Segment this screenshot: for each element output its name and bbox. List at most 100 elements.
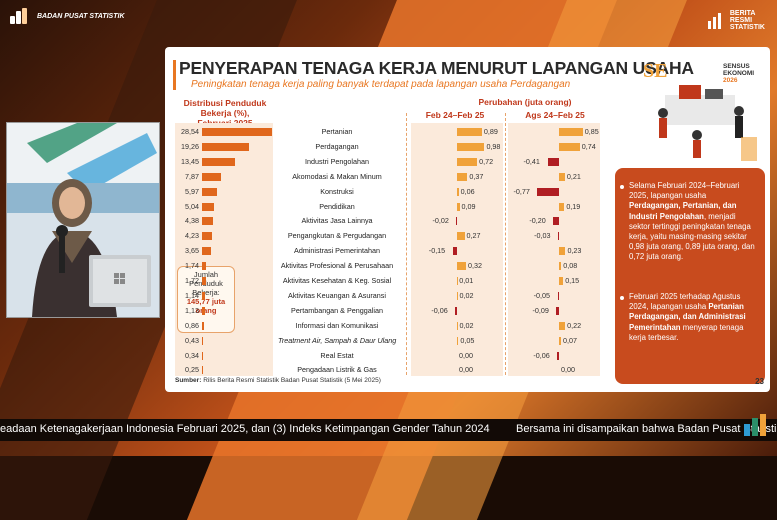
distribution-value: 1,13	[173, 306, 199, 315]
ticker-right: Bersama ini disampaikan bahwa Badan Pusa…	[516, 423, 777, 435]
ags-change-value: 0,00	[561, 365, 575, 374]
category-label: Pendidikan	[278, 202, 396, 211]
ags-change-bar	[559, 247, 565, 255]
feb-change-value: 0,02	[460, 291, 474, 300]
divider	[406, 113, 407, 375]
change-header: Perubahan (juta orang)	[455, 97, 595, 107]
distribution-value: 1,74	[173, 261, 199, 270]
feb-change-bar	[457, 143, 484, 151]
brs-logo-icon	[707, 12, 725, 30]
distribution-bar	[202, 352, 203, 360]
ags-change-bar	[558, 232, 559, 240]
ags-change-bar	[559, 143, 580, 151]
ags-change-value: -0,77	[513, 187, 529, 196]
brs-line-1: BERITA	[730, 10, 765, 17]
bps-logo-icon	[10, 8, 32, 24]
distribution-bar	[202, 337, 203, 345]
ags-change-bar	[553, 217, 559, 225]
feb-change-value: 0,05	[460, 336, 474, 345]
ags-change-value: 0,08	[563, 261, 577, 270]
distribution-value: 5,04	[173, 202, 199, 211]
feb-change-bar	[457, 173, 467, 181]
org-name: BADAN PUSAT STATISTIK	[37, 13, 125, 20]
source-label: Sumber:	[175, 377, 201, 384]
feb-change-value: 0,32	[468, 261, 482, 270]
distribution-value: 0,43	[173, 336, 199, 345]
distribution-bar	[202, 292, 205, 300]
sensus-line-3: 2026	[723, 77, 754, 84]
ags-change-bar	[537, 188, 559, 196]
ags-change-value: 0,19	[566, 202, 580, 211]
distribution-value: 3,65	[173, 246, 199, 255]
distribution-value: 4,23	[173, 231, 199, 240]
distribution-value: 19,26	[173, 142, 199, 151]
distribution-value: 13,45	[173, 157, 199, 166]
category-label: Real Estat	[278, 351, 396, 360]
distribution-value: 0,86	[173, 321, 199, 330]
ags-change-value: -0,41	[524, 157, 540, 166]
feb-change-bar	[457, 158, 477, 166]
bps-corner-logo-icon	[742, 412, 768, 438]
presenter-image	[7, 123, 159, 317]
distribution-value: 0,25	[173, 365, 199, 374]
category-label: Pertambangan & Penggalian	[278, 306, 396, 315]
feb-change-value: 0,09	[462, 202, 476, 211]
distribution-bar	[202, 217, 213, 225]
ags-change-bar	[559, 277, 563, 285]
top-bar: BADAN PUSAT STATISTIK BERITA RESMI STATI…	[0, 0, 777, 40]
ags-change-bar	[558, 292, 559, 300]
feb-change-value: 0,02	[460, 321, 474, 330]
distribution-bar	[202, 322, 204, 330]
ags-change-bar	[559, 128, 583, 136]
distribution-value: 28,54	[173, 127, 199, 136]
distribution-bar	[202, 247, 211, 255]
ags-change-bar	[557, 352, 559, 360]
category-label: Pengadaan Listrik & Gas	[278, 365, 396, 374]
feb-change-value: 0,89	[484, 127, 498, 136]
ags-change-value: 0,21	[567, 172, 581, 181]
category-label: Treatment Air, Sampah & Daur Ulang	[278, 336, 396, 345]
category-label: Pertanian	[278, 127, 396, 136]
slide-subtitle: Peningkatan tenaga kerja paling banyak t…	[191, 79, 570, 90]
info-1-text-a: Selama Februari 2024–Februari 2025, lapa…	[629, 181, 740, 200]
distribution-value: 4,38	[173, 216, 199, 225]
category-label: Administrasi Pemerintahan	[278, 246, 396, 255]
feb-change-bar	[456, 217, 457, 225]
category-label: Pengangkutan & Pergudangan	[278, 231, 396, 240]
source-text: Rilis Berita Resmi Statistik Badan Pusat…	[203, 377, 381, 384]
distribution-value: 5,97	[173, 187, 199, 196]
feb-change-value: -0,06	[431, 306, 447, 315]
distribution-bar	[202, 232, 212, 240]
category-label: Aktivitas Profesional & Perusahaan	[278, 261, 396, 270]
ags-change-value: -0,20	[529, 216, 545, 225]
ags-change-value: -0,09	[532, 306, 548, 315]
feb-change-bar	[457, 203, 460, 211]
feb-change-value: 0,00	[459, 351, 473, 360]
feb-change-bar	[457, 292, 458, 300]
info-box: Selama Februari 2024–Februari 2025, lapa…	[615, 168, 765, 384]
category-label: Aktivitas Keuangan & Asuransi	[278, 291, 396, 300]
distribution-bar	[202, 143, 249, 151]
ags-change-bar	[559, 203, 564, 211]
feb-change-bar	[457, 322, 458, 330]
distribution-bar	[202, 366, 203, 374]
feb-change-bar	[455, 307, 457, 315]
ags-change-value: 0,23	[567, 246, 581, 255]
page-number: 23	[755, 377, 764, 386]
feb-change-value: 0,00	[459, 365, 473, 374]
feb-change-value: 0,98	[486, 142, 500, 151]
ags-change-value: 0,15	[565, 276, 579, 285]
feb-change-value: 0,06	[461, 187, 475, 196]
distribution-bar	[202, 158, 235, 166]
divider	[505, 113, 506, 375]
feb-change-value: -0,02	[432, 216, 448, 225]
svg-text:SE: SE	[643, 60, 667, 82]
distribution-bar	[202, 188, 217, 196]
news-ticker: eadaan Ketenagakerjaan Indonesia Februar…	[0, 419, 777, 441]
source-note: Sumber: Rilis Berita Resmi Statistik Bad…	[175, 377, 381, 384]
bps-logo: BADAN PUSAT STATISTIK	[10, 8, 125, 24]
distribution-value: 1,14	[173, 291, 199, 300]
ags-change-value: -0,03	[534, 231, 550, 240]
ags-change-value: 0,74	[582, 142, 596, 151]
distribution-value: 1,72	[173, 276, 199, 285]
